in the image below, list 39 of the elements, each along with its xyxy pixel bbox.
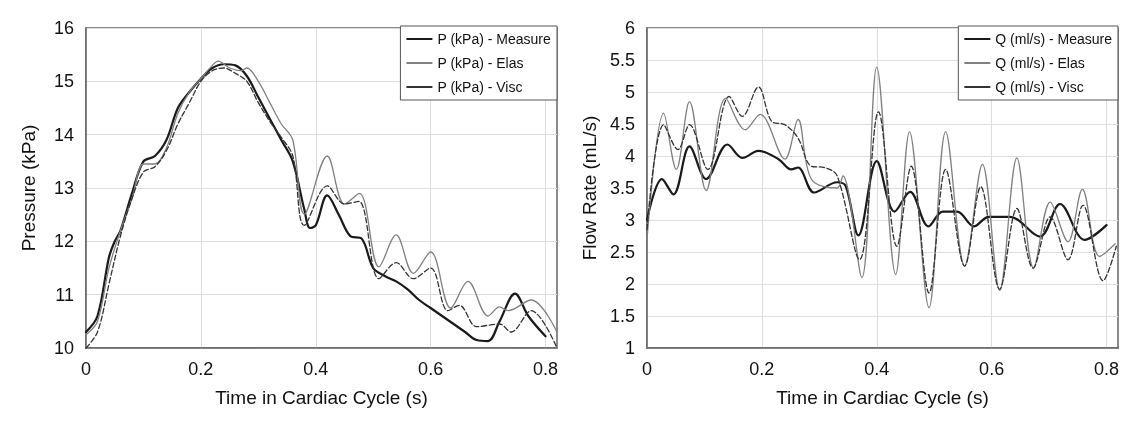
legend-label: Q (ml/s) - Measure [995, 31, 1113, 47]
y-tick-label: 13 [53, 178, 74, 198]
y-tick-label: 14 [53, 124, 74, 145]
y-tick-label: 3.5 [609, 178, 635, 198]
y-tick-label: 11 [55, 284, 74, 305]
x-axis-title: Time in Cardiac Cycle (s) [776, 387, 989, 408]
x-tick-label: 0.4 [303, 359, 329, 379]
y-tick-label: 4 [624, 146, 635, 166]
legend-label: Q (ml/s) - Elas [995, 55, 1085, 71]
legend-label: P (kPa) - Measure [437, 31, 551, 47]
line-series [645, 143, 1108, 241]
legend-label: P (kPa) - Elas [437, 55, 524, 71]
x-tick-label: 0 [80, 359, 92, 379]
y-tick-label: 4.5 [609, 114, 635, 134]
y-tick-label: 2.5 [609, 242, 635, 262]
y-tick-label: 5 [624, 82, 635, 102]
x-tick-label: 0.8 [533, 359, 559, 379]
x-tick-label: 0.2 [188, 359, 214, 379]
x-tick-label: 0.4 [864, 359, 890, 379]
y-axis-title: Flow Rate (mL/s) [579, 115, 600, 261]
y-tick-label: 6 [624, 18, 635, 38]
y-axis-title: Pressure (kPa) [18, 124, 39, 252]
y-tick-label: 16 [53, 18, 74, 38]
y-tick-label: 2 [624, 274, 635, 294]
x-tick-label: 0.2 [749, 359, 775, 379]
legend-label: Q (ml/s) - Visc [995, 79, 1084, 95]
y-tick-label: 1 [624, 338, 635, 358]
x-tick-label: 0.8 [1094, 359, 1120, 379]
y-tick-label: 15 [53, 71, 74, 92]
y-tick-label: 3 [624, 210, 635, 230]
x-tick-label: 0.6 [979, 359, 1005, 379]
legend-label: P (kPa) - Visc [437, 79, 523, 95]
y-tick-label: 1.5 [609, 306, 635, 326]
x-tick-label: 0 [641, 359, 653, 379]
x-tick-label: 0.6 [418, 359, 444, 379]
y-tick-label: 12 [53, 231, 74, 252]
x-axis-title: Time in Cardiac Cycle (s) [215, 387, 428, 408]
y-tick-label: 10 [53, 338, 74, 358]
y-tick-label: 5.5 [609, 50, 635, 70]
